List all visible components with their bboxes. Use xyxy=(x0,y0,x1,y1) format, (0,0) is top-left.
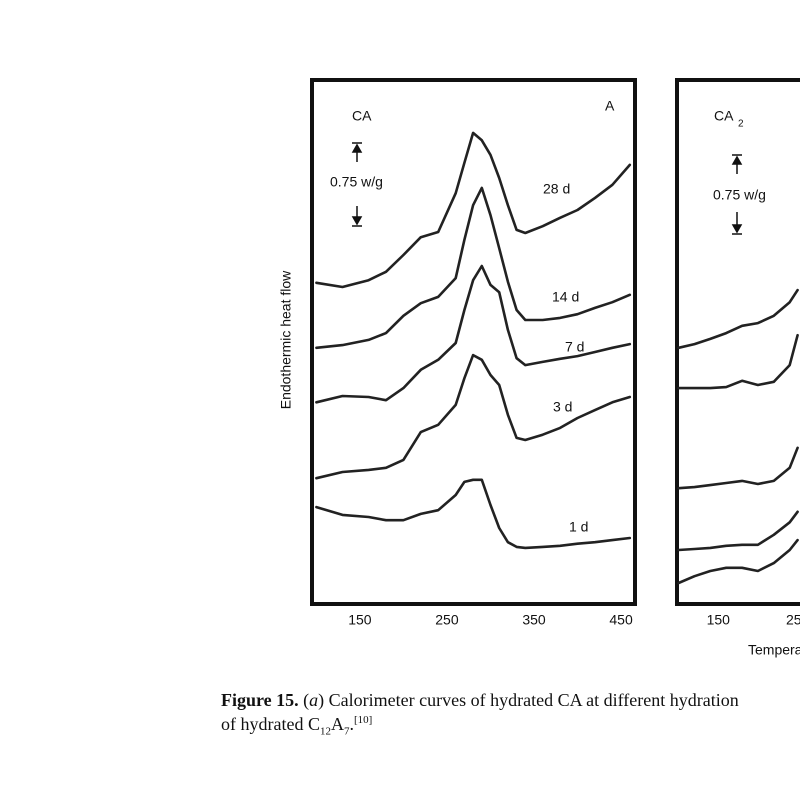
curve xyxy=(677,446,799,490)
curve-label: 1 d xyxy=(569,519,588,535)
caption-line: Figure 15. (a) Calorimeter curves of hyd… xyxy=(221,690,800,711)
caption-reference: [10] xyxy=(353,714,373,726)
scale-bar-label: 0.75 w/g xyxy=(713,187,766,203)
curve xyxy=(315,353,632,480)
curve xyxy=(315,131,632,289)
caption-text: ) Calorimeter curves of hydrated CA at d… xyxy=(318,690,739,710)
curve-label: 28 d xyxy=(543,181,570,197)
y-axis-label: Endothermic heat flow xyxy=(278,270,294,409)
caption-text: . xyxy=(349,714,354,734)
x-tick-label: 350 xyxy=(522,612,546,628)
caption-label: Figure 15. xyxy=(221,690,299,710)
x-tick-label: 450 xyxy=(609,612,633,628)
panel-frame xyxy=(675,78,800,606)
x-tick-label: 250 xyxy=(435,612,459,628)
curve-label: 14 d xyxy=(552,289,579,305)
scale-bar-label: 0.75 w/g xyxy=(330,174,383,190)
curve-label: 7 d xyxy=(565,339,584,355)
x-tick-label: 150 xyxy=(348,612,372,628)
scale-arrows xyxy=(351,142,743,235)
caption-text: ( xyxy=(298,690,310,710)
caption-subscript: 12 xyxy=(319,725,331,738)
curve xyxy=(315,478,632,550)
caption-text: A xyxy=(330,714,344,734)
curve-label: 3 d xyxy=(553,399,572,415)
curve xyxy=(315,264,632,404)
caption-line: of hydrated C12A7.[10] xyxy=(221,714,800,738)
panel-annotation: CA xyxy=(352,108,372,124)
panel-annotation-subscript: 2 xyxy=(738,119,744,130)
curve xyxy=(677,538,799,585)
x-tick-label: 150 xyxy=(707,612,731,628)
x-tick-label: 250 xyxy=(786,612,800,628)
panel-annotation: CA xyxy=(714,108,734,124)
curve xyxy=(315,186,632,350)
curve xyxy=(677,288,799,350)
x-axis-label: Temperature xyxy=(748,642,800,658)
figure: CA A 0.75 w/g Endothermic heat flow CA 2… xyxy=(278,78,800,658)
caption-text: of hydrated C xyxy=(221,714,320,734)
caption-part: a xyxy=(309,690,319,710)
curve xyxy=(677,333,799,390)
curve xyxy=(677,510,799,552)
panel-label: A xyxy=(605,98,615,114)
caption-subscript: 7 xyxy=(343,725,350,738)
panel-frame xyxy=(310,78,637,606)
